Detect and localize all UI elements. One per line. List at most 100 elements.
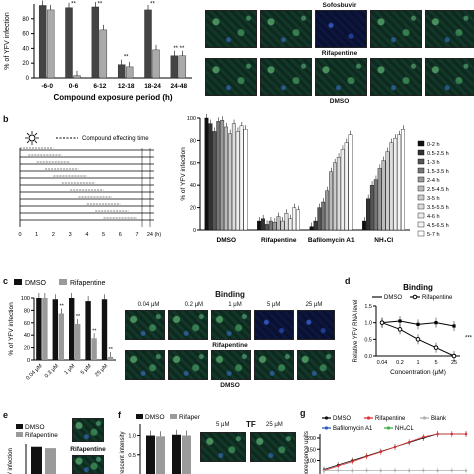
bar bbox=[239, 125, 244, 231]
data-point bbox=[415, 337, 421, 342]
data-point bbox=[416, 322, 420, 326]
legend-label: Rifapentine bbox=[25, 432, 58, 439]
bar bbox=[46, 9, 55, 79]
data-point bbox=[452, 324, 456, 328]
legend-label: NH₄CL bbox=[395, 426, 414, 432]
micro-concs-c: 0.04 μM 0.2 μM 1 μM 5 μM 25 μM bbox=[125, 302, 335, 308]
legend-label: 0-2 h bbox=[427, 142, 440, 148]
x-tick-label: 1 bbox=[416, 360, 419, 366]
bar bbox=[170, 55, 179, 79]
x-axis-label: Concentration (μM) bbox=[390, 369, 446, 376]
micrograph-f-1 bbox=[200, 432, 246, 462]
series-line bbox=[323, 433, 466, 472]
legend-label: 5-7 h bbox=[427, 232, 440, 238]
data-point bbox=[337, 469, 340, 472]
y-tick-label: 40 bbox=[24, 333, 30, 339]
y-tick-label: 200 bbox=[307, 436, 316, 442]
y-axis-label: Relative YFV RNA level bbox=[353, 300, 359, 363]
micrograph-rifapentine-3 bbox=[315, 58, 367, 96]
y-tick-label: 100 bbox=[187, 116, 196, 122]
bar bbox=[91, 338, 97, 360]
legend-swatch bbox=[417, 167, 425, 174]
legend-label: DMSO bbox=[25, 280, 47, 287]
micro-conc-label: 25 μM bbox=[305, 302, 323, 308]
micrograph-rifapentine-2 bbox=[260, 58, 312, 96]
bar bbox=[288, 218, 293, 231]
schematic-tick-label: 4 bbox=[85, 232, 88, 238]
bar bbox=[204, 117, 209, 231]
micrograph-c-rif-4 bbox=[254, 310, 294, 340]
bar bbox=[99, 29, 108, 79]
micro-conc-label: 1 μM bbox=[228, 302, 242, 308]
legend-swatch-rifapentine bbox=[59, 279, 67, 285]
micro-caption-dmso: DMSO bbox=[329, 98, 350, 105]
y-tick-label: 1.5 bbox=[364, 304, 372, 310]
micrograph-rifapentine-4 bbox=[370, 58, 422, 96]
bar bbox=[393, 137, 398, 231]
bar bbox=[91, 6, 100, 79]
data-point bbox=[393, 469, 397, 472]
schematic-tick-label: 24 (h) bbox=[147, 232, 162, 238]
legend-label: 3.5-5.5 h bbox=[427, 205, 449, 211]
micrograph-c-dmso-5 bbox=[297, 350, 335, 380]
bar bbox=[313, 220, 318, 231]
bar bbox=[373, 179, 378, 231]
y-tick-label: 100 bbox=[21, 296, 30, 302]
y-tick-label: 20 bbox=[190, 206, 196, 212]
x-tick-label: Rifapentine bbox=[261, 237, 297, 244]
legend-swatch bbox=[417, 230, 425, 237]
x-tick-label: 12-18 bbox=[118, 83, 135, 90]
y-axis-label: % of YFV infection bbox=[8, 302, 15, 356]
schematic-tick-label: 6 bbox=[119, 232, 122, 238]
bar bbox=[362, 220, 366, 231]
y-tick-label: 0 bbox=[27, 358, 30, 364]
bar bbox=[344, 142, 349, 231]
data-point bbox=[379, 320, 385, 325]
micrograph-c-rif-2 bbox=[168, 310, 208, 340]
significance-mark: ** bbox=[124, 55, 129, 61]
significance-mark: ** bbox=[109, 347, 114, 353]
significance-mark: ** bbox=[92, 328, 97, 334]
bar bbox=[31, 446, 42, 474]
chart-b: 0 20 40 60 80 100 DMSO Rifapentine Bafilomycin A… bbox=[180, 114, 449, 244]
bar bbox=[144, 9, 152, 79]
bar bbox=[325, 190, 330, 231]
bar bbox=[296, 209, 300, 231]
bar bbox=[146, 435, 155, 474]
bar bbox=[65, 7, 73, 79]
micrograph-c-rif-5 bbox=[297, 310, 335, 340]
bar bbox=[389, 142, 394, 231]
bar bbox=[366, 198, 370, 231]
y-tick-label: 40 bbox=[22, 46, 29, 52]
bar bbox=[125, 66, 134, 79]
virus-icon bbox=[25, 131, 39, 145]
bar bbox=[172, 434, 181, 474]
schematic-b: Compound effecting time 0 1 2 3 4 5 6 7 24 (h) bbox=[18, 131, 162, 238]
chart-g: DMSO Rifapentine Blank Bafilomycin A1 NH₄CL 1… bbox=[304, 416, 468, 474]
legend-swatch bbox=[417, 149, 425, 156]
bar bbox=[329, 171, 333, 231]
bar bbox=[340, 149, 345, 231]
legend-label: DMSO bbox=[333, 416, 351, 422]
micro-conc-label: 5 μM bbox=[216, 422, 230, 428]
y-axis-label: % of YFV infection bbox=[180, 147, 187, 201]
bar bbox=[381, 160, 386, 231]
micro-caption-rifapentine: Rifapentine bbox=[321, 50, 358, 57]
significance-mark: ** bbox=[97, 1, 102, 7]
bar bbox=[235, 131, 240, 231]
bar bbox=[243, 129, 248, 231]
x-tick-label: 24-48 bbox=[171, 83, 188, 90]
y-tick-label: 40 bbox=[190, 183, 196, 189]
legend-label: Rifapentine bbox=[179, 414, 200, 421]
legend-swatch bbox=[417, 158, 425, 165]
bar bbox=[348, 134, 353, 231]
x-tick-label: DMSO bbox=[217, 237, 237, 244]
significance-mark: ** bbox=[76, 314, 81, 320]
y-tick-label: 60 bbox=[190, 161, 196, 167]
micro-caption-c-dmso: DMSO bbox=[220, 382, 240, 389]
bar bbox=[36, 298, 42, 360]
legend-swatch-dmso bbox=[14, 279, 22, 285]
panel-label-c: c bbox=[3, 276, 9, 286]
bar bbox=[321, 201, 326, 231]
legend-marker bbox=[324, 426, 329, 430]
